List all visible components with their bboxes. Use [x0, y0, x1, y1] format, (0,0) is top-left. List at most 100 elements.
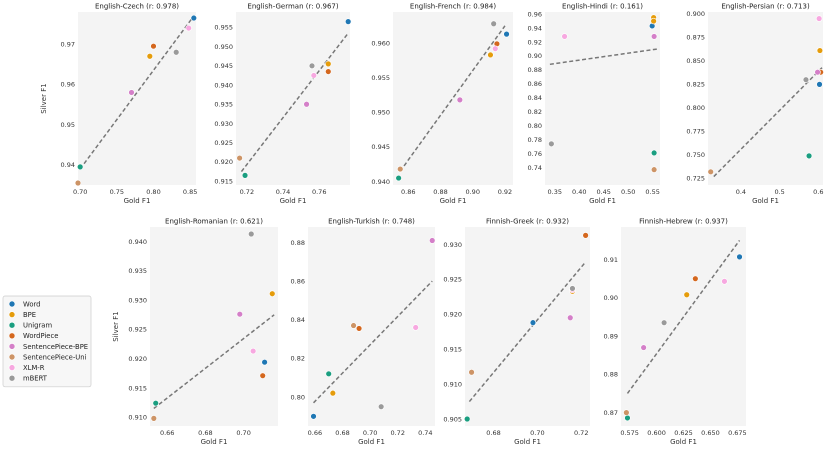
y-tick-label: 0.940	[214, 81, 233, 89]
data-point-unigram	[650, 149, 658, 157]
panel-9: Finnish-Hebrew (r: 0.937) 0.575 0.600 0.625…	[604, 218, 747, 447]
x-tick-label: 0.72	[240, 188, 254, 196]
data-point-sp_uni	[397, 165, 404, 173]
x-tick-label: 0.92	[498, 188, 512, 196]
y-tick-label: 0.82	[528, 108, 542, 116]
legend-marker-word	[8, 300, 16, 308]
x-tick-label: 0.66	[308, 429, 322, 437]
y-axis-label: Silver F1	[112, 311, 120, 341]
legend-label-xlmr: XLM-R	[23, 364, 45, 372]
data-point-mbert	[248, 230, 255, 238]
data-point-unigram	[805, 152, 813, 160]
y-tick-label: 0.940	[371, 178, 390, 186]
y-tick-label: 0.925	[128, 326, 147, 334]
y-tick-label: 0.94	[61, 161, 75, 169]
y-tick-label: 0.80	[528, 122, 542, 130]
y-tick-label: 0.90	[528, 52, 542, 60]
panel-8: Finnish-Greek (r: 0.932) 0.68 0.70 0.72 0.90…	[443, 218, 590, 446]
y-tick-label: 0.84	[528, 94, 542, 102]
legend-label-sp_bpe: SentencePiece-BPE	[23, 343, 88, 351]
plot-area	[78, 12, 196, 185]
y-tick-label: 0.97	[61, 40, 75, 48]
x-tick-label: 0.70	[363, 429, 377, 437]
y-tick-label: 0.955	[214, 24, 233, 32]
panel-3: English-French (r: 0.984) 0.86 0.88 0.90 0.9…	[371, 3, 513, 205]
x-tick-label: 0.68	[335, 429, 349, 437]
y-tick-label: 0.945	[371, 143, 390, 151]
y-tick-label: 0.930	[128, 296, 147, 304]
panel-title: English-German (r: 0.967)	[247, 3, 338, 11]
data-point-unigram	[76, 163, 84, 171]
y-tick-label: 0.96	[528, 10, 542, 18]
y-tick-label: 0.800	[686, 104, 705, 112]
panel-6: English-Romanian (r: 0.621) 0.66 0.68 0.70 0…	[112, 218, 278, 446]
y-tick-label: 0.925	[214, 139, 233, 147]
y-tick-label: 0.915	[128, 384, 147, 392]
y-tick-label: 0.905	[443, 415, 462, 423]
x-tick-label: 0.74	[276, 188, 290, 196]
data-point-wordpiece	[259, 372, 266, 379]
x-tick-label: 0.76	[312, 188, 326, 196]
regression-line	[549, 48, 658, 66]
x-axis-label: Gold F1	[440, 197, 467, 205]
x-tick-label: 0.72	[390, 429, 404, 437]
regression-line	[399, 25, 506, 172]
data-point-bpe	[269, 290, 276, 297]
panel-title: English-Persian (r: 0.713)	[721, 3, 810, 11]
x-tick-label: 0.70	[530, 429, 544, 437]
data-point-mbert	[802, 76, 810, 83]
data-point-sp_bpe	[640, 344, 647, 351]
data-point-mbert	[308, 62, 316, 70]
panel-title: English-Hindi (r: 0.161)	[562, 3, 643, 11]
x-axis-label: Gold F1	[670, 438, 697, 446]
x-tick-label: 0.45	[596, 188, 610, 196]
data-point-xlmr	[561, 33, 568, 40]
y-tick-label: 0.955	[371, 74, 390, 82]
x-axis-label: Gold F1	[201, 438, 228, 446]
x-axis-label: Gold F1	[589, 197, 616, 205]
data-point-word	[816, 81, 823, 88]
data-point-bpe	[816, 47, 824, 54]
plot-area	[465, 227, 590, 426]
legend-label-sp_uni: SentencePiece-Uni	[23, 353, 87, 361]
y-tick-label: 0.87	[604, 409, 618, 417]
y-tick-label: 0.96	[61, 81, 75, 89]
x-tick-label: 0.55	[645, 188, 659, 196]
legend-label-word: Word	[23, 300, 40, 308]
y-tick-label: 0.94	[528, 24, 542, 32]
regression-line	[468, 261, 587, 403]
y-tick-label: 0.78	[528, 136, 542, 144]
x-tick-label: 0.85	[183, 188, 197, 196]
y-tick-label: 0.88	[528, 66, 542, 74]
data-point-sp_uni	[707, 168, 714, 176]
x-tick-label: 0.40	[572, 188, 586, 196]
y-tick-label: 0.850	[686, 57, 705, 65]
data-point-sp_bpe	[429, 237, 436, 244]
x-tick-label: 0.650	[701, 429, 720, 437]
y-tick-label: 0.950	[214, 43, 233, 51]
regression-line	[79, 15, 195, 170]
data-point-xlmr	[721, 278, 728, 285]
data-point-mbert	[660, 319, 668, 326]
y-tick-label: 0.920	[128, 355, 147, 363]
legend: Word BPE Unigram WordPiece SentencePiece-BPE…	[2, 295, 92, 388]
legend-marker-bpe	[8, 311, 16, 318]
y-tick-label: 0.86	[528, 80, 542, 88]
panel-5: English-Persian (r: 0.713) 0.4 0.5 0.6 0.725…	[686, 3, 824, 205]
x-tick-label: 0.35	[548, 188, 562, 196]
data-point-mbert	[548, 140, 555, 148]
plot-area	[708, 12, 823, 185]
regression-line	[240, 32, 349, 173]
data-point-word	[261, 359, 268, 366]
panel-title: English-French (r: 0.984)	[410, 3, 496, 11]
data-point-mbert	[173, 49, 180, 56]
x-tick-label: 0.575	[620, 429, 639, 437]
legend-label-wordpiece: WordPiece	[23, 332, 58, 340]
y-tick-label: 0.95	[61, 121, 75, 129]
y-tick-label: 0.825	[686, 81, 705, 89]
legend-marker-xlmr	[8, 364, 16, 371]
x-tick-label: 0.88	[433, 188, 447, 196]
y-tick-label: 0.750	[686, 151, 705, 159]
y-tick-label: 0.88	[604, 371, 618, 379]
